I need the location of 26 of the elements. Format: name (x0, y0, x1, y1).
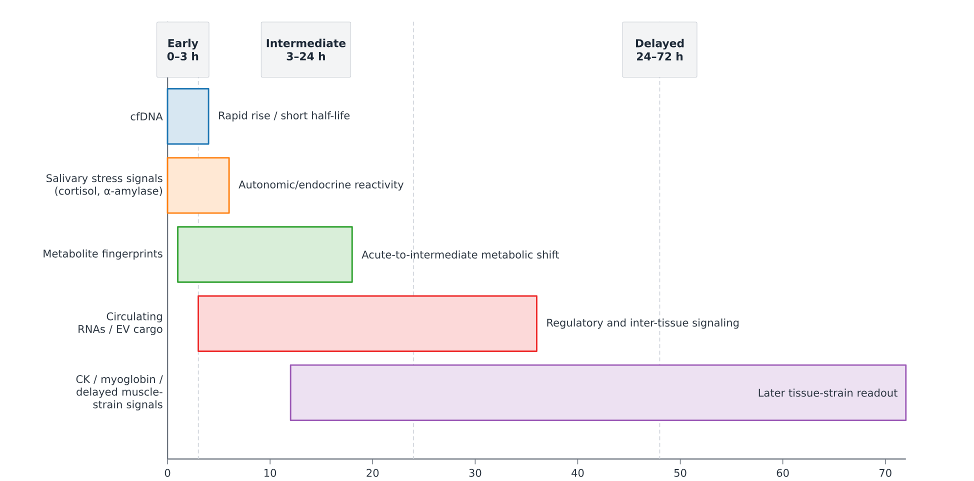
text: Early 0–3 h (167, 38, 198, 61)
annotation: Autonomic/endocrine reactivity (238, 180, 404, 191)
y-tick-label: Metabolite fingerprints (44, 250, 162, 260)
bar (177, 226, 353, 284)
annotation: Later tissue-strain readout (758, 388, 898, 397)
x-tick-label: 30 (469, 469, 482, 478)
annotation: Regulatory and inter-tissue signaling (547, 318, 739, 329)
annotation: Acute-to-intermediate metabolic shift (362, 250, 560, 259)
x-tick-label: 60 (776, 469, 789, 478)
x-tick-label: 10 (264, 469, 276, 478)
ref-line-label: Delayed 24–72 h (636, 39, 684, 60)
x-tick-label: 40 (572, 469, 584, 478)
y-tick-label: cfDNA (130, 112, 163, 121)
y-tick-label: CK / myoglobin / delayed muscle-strain signals (76, 375, 163, 411)
y-tick-label: Circulating RNAs / EV cargo (78, 312, 162, 336)
x-tick-label: 70 (880, 469, 892, 478)
annotation: Rapid rise / short half-life (219, 111, 350, 122)
bar (290, 364, 907, 422)
bar (166, 88, 210, 145)
x-tick-label: 20 (366, 469, 379, 478)
text: Intermediate 3–24 h (266, 38, 346, 61)
bar (166, 157, 230, 214)
x-tick-label: 0 (164, 469, 170, 478)
x-tick-label: 50 (674, 469, 686, 478)
bar (198, 295, 538, 352)
y-tick-label: Salivary stress signals (cortisol, α-amylase) (46, 174, 162, 197)
